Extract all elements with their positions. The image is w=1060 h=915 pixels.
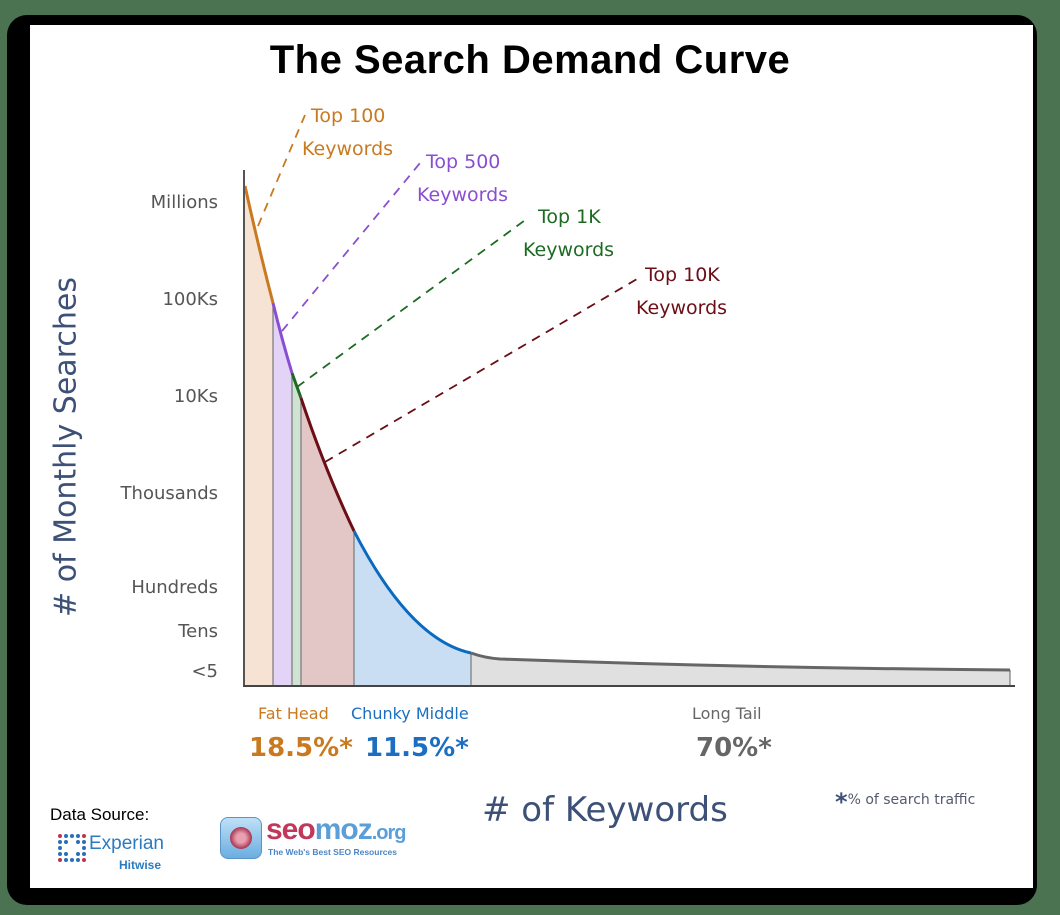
ytick-lt5: <5 [191,661,218,682]
data-source-label: Data Source: [50,805,150,824]
callout-top100-line2: Keywords [302,138,394,160]
callout-top1k-line2: Keywords [523,239,615,261]
experian-name: Experian [89,833,164,854]
callout-top1k-line1: Top 1K [538,206,601,228]
leader-top1k [296,217,529,388]
seomoz-badge-icon [220,817,262,859]
area-top10k [301,398,354,685]
ytick-thousands: Thousands [120,483,218,504]
curve-top10k [299,397,356,532]
seomoz-word-seo: seo [266,813,316,846]
experian-logo: Experian Hitwise [57,831,177,875]
group-fat-head-pct: 18.5%* [249,733,353,763]
area-chunky-middle [354,531,471,685]
curve-long-tail [470,651,1011,672]
seomoz-wordmark: seomoz.org [266,813,407,847]
seomoz-logo: seomoz.org The Web's Best SEO Resources [220,813,430,862]
group-fat-head-label: Fat Head [258,704,329,723]
footnote: *% of search traffic [835,788,976,820]
ytick-100ks: 100Ks [162,289,218,310]
leader-top500 [281,162,421,332]
area-top100 [245,186,273,685]
chart-title: The Search Demand Curve [269,38,791,82]
ytick-millions: Millions [150,192,218,213]
curve-chunky-middle [352,530,472,655]
callout-top500-line2: Keywords [417,184,509,206]
chart-panel [30,25,1033,888]
curve-top100 [243,185,275,304]
seomoz-word-org: .org [371,822,407,844]
callout-top10k-line2: Keywords [636,297,728,319]
footnote-star: * [835,788,848,816]
group-long-tail-pct: 70%* [696,733,772,763]
callout-top1k: Top 1K Keywords [523,201,614,267]
x-axis-label: # of Keywords [482,790,728,830]
callout-top10k: Top 10K Keywords [636,259,727,325]
area-top1k [292,373,301,685]
area-long-tail [471,653,1010,685]
ytick-hundreds: Hundreds [131,577,218,598]
experian-dots-icon [58,834,86,862]
callout-top100: Top 100 Keywords [302,100,393,166]
experian-sub: Hitwise [119,858,162,872]
leader-top10k [324,278,638,463]
leader-top100 [257,114,306,227]
ytick-10ks: 10Ks [173,386,218,407]
footnote-text: % of search traffic [847,792,976,808]
group-long-tail-label: Long Tail [692,704,762,723]
callout-top100-line1: Top 100 [311,105,386,127]
callout-top10k-line1: Top 10K [645,264,720,286]
group-chunky-middle-pct: 11.5%* [365,733,469,763]
seomoz-tagline: The Web's Best SEO Resources [268,847,397,857]
callout-top500-line1: Top 500 [426,151,501,173]
curve-top500 [271,302,294,374]
group-chunky-middle-label: Chunky Middle [351,704,469,723]
area-top500 [273,303,292,685]
callout-top500: Top 500 Keywords [417,146,508,212]
seomoz-word-moz: moz [314,813,373,846]
curve-top1k [290,372,303,399]
y-axis-label: # of Monthly Searches [48,277,84,617]
ytick-tens: Tens [178,621,218,642]
